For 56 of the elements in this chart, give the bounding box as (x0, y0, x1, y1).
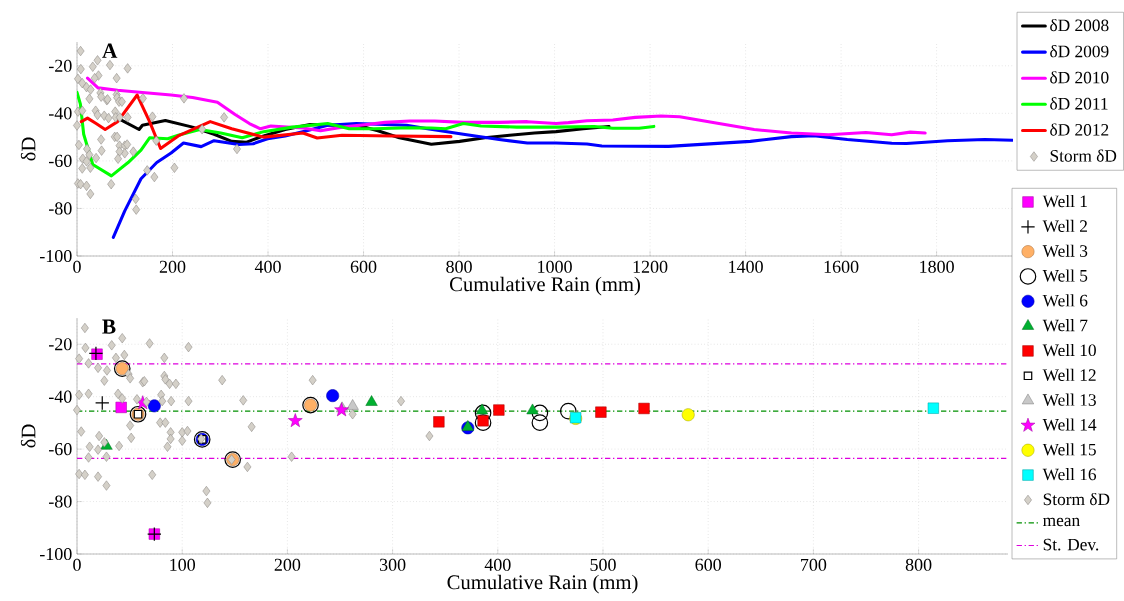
x-tick-label: 800 (905, 558, 932, 571)
y-tick-label: -20 (48, 338, 72, 351)
legend-label: Well 13 (1042, 393, 1096, 406)
y-tick-label: -60 (48, 154, 72, 167)
legend-label: Well 3 (1042, 244, 1088, 257)
x-tick-label: 1200 (633, 260, 668, 273)
legend-label: δD 2012 (1050, 123, 1109, 136)
legend-label: Well 16 (1042, 468, 1097, 481)
annotation: B (102, 319, 116, 334)
x-tick-label: 1800 (920, 260, 954, 273)
x-tick-label: 1400 (729, 260, 763, 273)
x-tick-label: 200 (159, 260, 186, 273)
legend-label: Well 14 (1042, 418, 1097, 431)
y-tick-label: -80 (48, 495, 72, 508)
x-tick-label: 1000 (538, 260, 572, 273)
legend-label: δD 2009 (1050, 45, 1109, 58)
x-tick-label: 600 (350, 260, 377, 273)
legend-label: Well 10 (1042, 343, 1096, 357)
legend-label: Well 15 (1042, 443, 1096, 456)
y-tick-label: -40 (48, 390, 72, 403)
legend-label: St. Dev. (1043, 538, 1099, 551)
y-tick-label: -100 (39, 249, 72, 263)
legend-label: δD 2011 (1050, 97, 1108, 110)
annotation: A (102, 43, 118, 58)
y-axis-title: δD (20, 137, 36, 161)
legend-label: Well 2 (1042, 219, 1087, 233)
legend-label: Storm δD (1050, 149, 1117, 162)
y-tick-label: -60 (48, 443, 72, 456)
legend-label: mean (1042, 517, 1080, 527)
y-axis-title: δD (20, 424, 36, 448)
x-tick-label: 100 (170, 558, 196, 571)
x-tick-label: 300 (379, 558, 406, 571)
y-tick-label: -20 (48, 59, 72, 72)
legend-label: Well 7 (1042, 319, 1088, 332)
x-axis-title: Cumulative Rain (mm) (447, 574, 638, 594)
legend-label: Well 5 (1042, 269, 1088, 282)
y-tick-label: -40 (48, 107, 72, 120)
x-tick-label: 600 (695, 558, 722, 571)
x-tick-label: 500 (590, 558, 616, 571)
x-tick-label: 800 (446, 260, 472, 273)
legend-label: Well 6 (1042, 294, 1088, 307)
x-tick-label: 200 (274, 558, 301, 571)
x-tick-label: 400 (484, 558, 511, 571)
legend-label: Storm δD (1043, 492, 1110, 506)
legend-label: Well 12 (1042, 368, 1096, 382)
y-tick-label: -100 (39, 547, 72, 561)
x-tick-label: 1600 (824, 260, 859, 273)
x-tick-label: 0 (73, 260, 81, 273)
legend-label: δD 2010 (1050, 71, 1109, 84)
x-tick-label: 0 (73, 558, 81, 571)
x-tick-label: 700 (801, 558, 827, 571)
legend-label: δD 2008 (1050, 18, 1109, 32)
x-axis-title: Cumulative Rain (mm) (450, 276, 640, 296)
y-tick-label: -80 (48, 202, 72, 215)
x-tick-label: 400 (254, 260, 281, 273)
legend-label: Well 1 (1042, 194, 1087, 208)
